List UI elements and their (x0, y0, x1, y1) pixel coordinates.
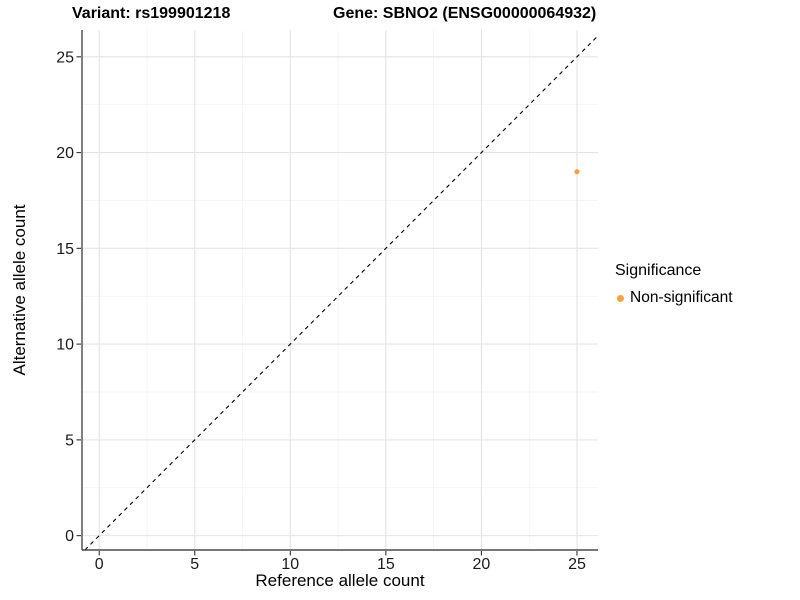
y-tick-label: 15 (56, 241, 74, 258)
y-tick-label: 20 (56, 145, 74, 162)
x-tick-label: 0 (95, 556, 104, 573)
x-tick-label: 10 (281, 556, 299, 573)
legend-entry-label: Non-significant (630, 289, 733, 306)
plot-title-gene: Gene: SBNO2 (ENSG00000064932) (333, 5, 597, 22)
data-point (574, 169, 580, 175)
x-axis-title: Reference allele count (255, 571, 425, 590)
y-tick-label: 0 (65, 528, 74, 545)
x-tick-label: 20 (473, 556, 491, 573)
y-axis-title: Alternative allele count (10, 204, 29, 376)
y-tick-label: 10 (56, 337, 74, 354)
x-tick-label: 15 (377, 556, 395, 573)
legend-key-dot (617, 294, 624, 302)
legend-entry: Non-significant (617, 289, 733, 307)
legend: Significance Non-significant (613, 262, 733, 307)
plot-title-variant: Variant: rs199901218 (72, 5, 231, 22)
y-tick-label: 25 (56, 49, 74, 66)
legend-title: Significance (615, 262, 702, 279)
x-tick-label: 25 (568, 556, 586, 573)
identity-dashed-line (84, 35, 599, 551)
x-tick-label: 5 (190, 556, 199, 573)
y-tick-label: 5 (65, 432, 74, 449)
